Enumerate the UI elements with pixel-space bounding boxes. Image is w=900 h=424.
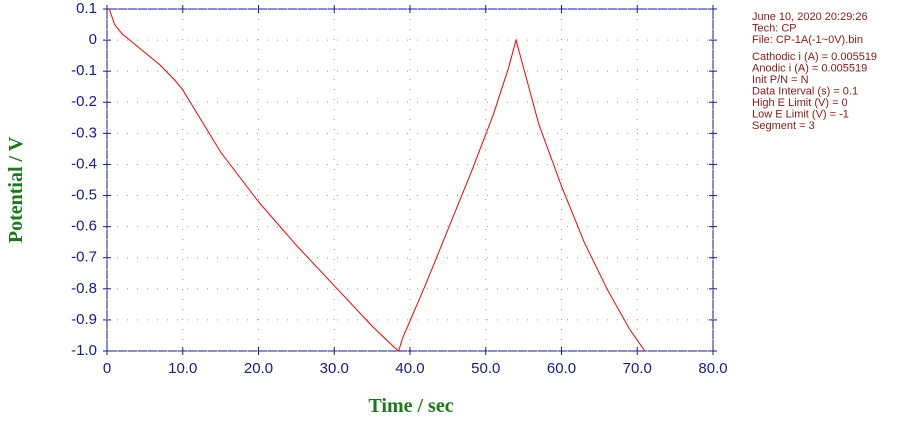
y-tick-label: -0.5 (71, 187, 97, 204)
x-tick-label: 60.0 (547, 360, 576, 377)
x-tick-label: 40.0 (395, 360, 424, 377)
x-tick-label: 0 (103, 360, 111, 377)
info-line: File: CP-1A(-1~0V).bin (752, 34, 863, 46)
info-line: Anodic i (A) = 0.005519 (752, 62, 867, 74)
y-tick-label: 0.1 (76, 0, 97, 17)
info-line: Tech: CP (752, 22, 797, 34)
y-tick-label: -0.7 (71, 249, 97, 266)
y-tick-label: 0 (89, 31, 97, 48)
info-line: High E Limit (V) = 0 (752, 97, 848, 109)
info-line: June 10, 2020 20:29:26 (752, 11, 868, 23)
y-tick-label: -1.0 (71, 342, 97, 359)
y-tick-label: -0.2 (71, 93, 97, 110)
y-tick-label: -0.3 (71, 124, 97, 141)
y-tick-label: -0.8 (71, 280, 97, 297)
info-line: Init P/N = N (752, 74, 809, 86)
info-line: Low E Limit (V) = -1 (752, 108, 849, 120)
info-line: Data Interval (s) = 0.1 (752, 85, 858, 97)
info-line: Cathodic i (A) = 0.005519 (752, 51, 877, 63)
data-line (108, 8, 646, 352)
y-tick-label: -0.4 (71, 155, 97, 172)
x-tick-label: 50.0 (471, 360, 500, 377)
y-tick-label: -0.9 (71, 311, 97, 328)
y-axis-title: Potential / V (5, 136, 27, 243)
x-tick-label: 70.0 (623, 360, 652, 377)
x-tick-label: 30.0 (320, 360, 349, 377)
x-axis-title: Time / sec (368, 395, 453, 417)
x-tick-label: 10.0 (168, 360, 197, 377)
y-tick-label: -0.6 (71, 218, 97, 235)
x-tick-label: 20.0 (244, 360, 273, 377)
x-tick-label: 80.0 (698, 360, 727, 377)
y-tick-label: -0.1 (71, 62, 97, 79)
info-line: Segment = 3 (752, 120, 815, 132)
